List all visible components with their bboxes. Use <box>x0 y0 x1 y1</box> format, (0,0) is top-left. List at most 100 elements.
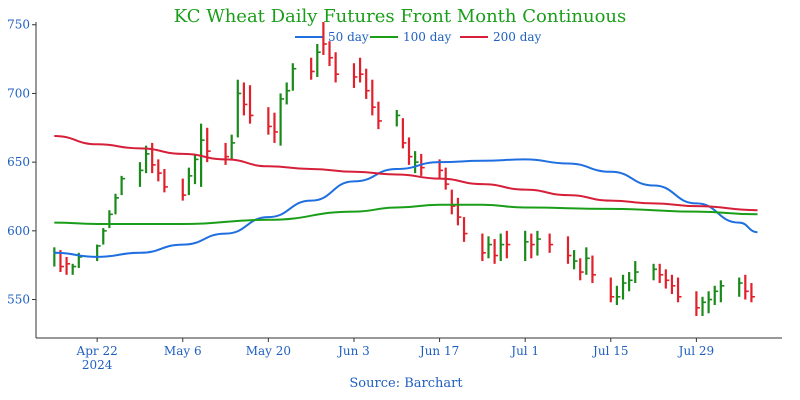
ohlc-bar <box>248 85 254 124</box>
ohlc-bar <box>652 263 658 281</box>
ohlc-bar <box>664 269 670 289</box>
legend: 50 day 100 day 200 day <box>295 30 542 44</box>
ohlc-bar <box>701 296 707 317</box>
ohlc-bar <box>193 153 199 185</box>
x-tick-label: Jun 17 <box>418 344 459 358</box>
ohlc-bar <box>377 101 382 130</box>
ohlc-bar <box>676 277 682 303</box>
ohlc-bar <box>322 22 327 55</box>
ohlc-bar <box>242 82 248 116</box>
y-tick-label: 700 <box>7 86 30 100</box>
ohlc-bar <box>487 236 492 259</box>
ohlc-bar <box>499 233 505 262</box>
ohlc-bar <box>658 263 664 284</box>
ohlc-bar <box>187 167 193 196</box>
x-tick-label: Jul 15 <box>591 344 628 358</box>
ohlc-bar <box>114 193 119 215</box>
x-tick-label: Jul 1 <box>509 344 539 358</box>
ohlc-bar <box>744 274 749 300</box>
ohlc-bar <box>566 236 572 264</box>
ohlc-bar <box>285 82 291 105</box>
legend-label: 50 day <box>328 30 369 44</box>
ohlc-bar <box>224 142 230 165</box>
legend-entry: 50 day <box>295 30 369 44</box>
ohlc-bar <box>615 285 621 306</box>
ohlc-bar <box>291 63 297 91</box>
ohlc-bar <box>236 79 242 138</box>
ohlc-bar <box>365 68 370 99</box>
x-tick-label: May 20 <box>246 344 291 358</box>
ohlc-bar <box>102 228 107 245</box>
ohlc-bar <box>65 256 71 275</box>
ohlc-bar <box>609 277 615 303</box>
ohlc-bar <box>738 277 743 297</box>
source-note: Source: Barchart <box>349 376 463 391</box>
ohlc-bar <box>530 233 535 259</box>
ohlc-bar <box>591 255 596 284</box>
y-tick-label: 550 <box>7 293 30 307</box>
ohlc-bar <box>450 189 456 215</box>
ohlc-bar <box>456 197 462 226</box>
y-tick-label: 600 <box>7 224 30 238</box>
ohlc-bar <box>267 107 272 135</box>
ohlc-bar <box>536 230 541 256</box>
x-tick-label: Apr 22 <box>76 344 118 358</box>
ohlc-bar <box>108 210 113 229</box>
ohlc-bar <box>358 57 364 83</box>
ohlc-bar <box>670 274 676 295</box>
ohlc-bar <box>713 285 719 306</box>
ohlc-bar <box>230 134 236 160</box>
chart-title: KC Wheat Daily Futures Front Month Conti… <box>174 6 627 27</box>
series-line-100-day <box>54 203 758 226</box>
ohlc-bar <box>279 93 285 146</box>
ohlc-bar <box>273 112 278 143</box>
ohlc-bar <box>120 175 126 196</box>
ohlc-bar <box>628 272 633 292</box>
legend-entry: 100 day <box>370 30 452 44</box>
ohlc-bar <box>328 41 334 66</box>
ohlc-bar <box>719 280 725 303</box>
ohlc-bar <box>71 263 77 275</box>
ohlc-bar <box>695 291 700 317</box>
legend-entry: 200 day <box>460 30 542 44</box>
x-tick-sublabel: 2024 <box>82 358 113 372</box>
series-line-200-day <box>54 135 758 212</box>
ohlc-bar <box>352 63 358 88</box>
ohlc-bar <box>585 247 590 275</box>
ohlc-bar <box>524 230 529 262</box>
ohlc-bar <box>53 247 58 267</box>
ohlc-bar <box>163 169 168 193</box>
ohlc-bar <box>310 57 315 80</box>
ohlc-bar <box>151 142 156 174</box>
ohlc-bar <box>157 159 162 182</box>
ohlc-bar <box>750 283 755 303</box>
ohlc-bar <box>707 291 713 314</box>
ohlc-bar <box>181 178 187 201</box>
moving-average-lines <box>54 135 758 258</box>
ohlc-bar <box>334 52 340 83</box>
ohlc-bar <box>634 261 639 284</box>
ohlc-bar <box>493 239 499 264</box>
ohlc-bar <box>505 230 511 259</box>
y-tick-label: 650 <box>7 155 30 169</box>
x-tick-label: Jun 3 <box>336 344 370 358</box>
ohlc-bars <box>53 22 755 317</box>
ohlc-bar <box>579 258 584 281</box>
ohlc-bar <box>414 151 419 174</box>
series-line-50-day <box>54 158 758 258</box>
y-tick-label: 750 <box>7 18 30 32</box>
ohlc-bar <box>138 162 144 187</box>
x-tick-label: May 6 <box>164 344 202 358</box>
ohlc-bar <box>401 118 407 149</box>
ohlc-bar <box>96 244 101 262</box>
ohlc-bar <box>371 79 376 116</box>
x-tick-label: Jul 29 <box>677 344 714 358</box>
ohlc-bar <box>572 250 578 270</box>
legend-label: 100 day <box>403 30 452 44</box>
ohlc-bar <box>144 145 150 174</box>
ohlc-bar <box>395 109 401 127</box>
ohlc-bar <box>407 137 413 165</box>
ohlc-bar <box>548 233 554 253</box>
ohlc-bar <box>316 43 321 77</box>
